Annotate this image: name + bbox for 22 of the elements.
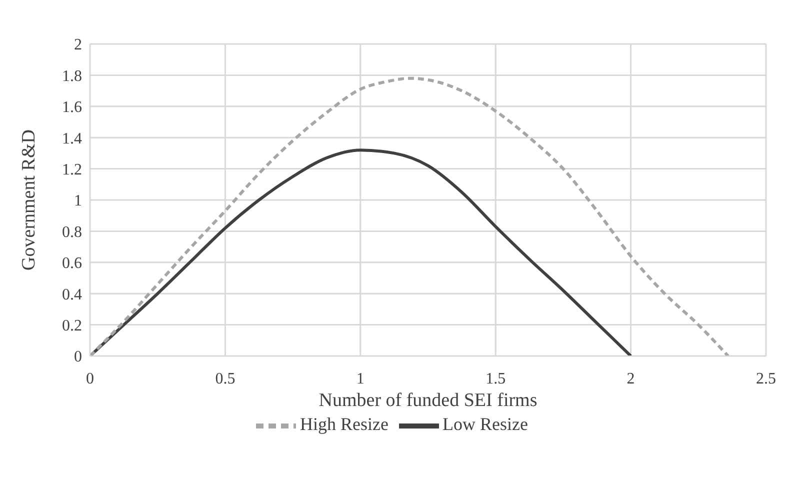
y-axis-title: Government R&D: [18, 130, 40, 270]
x-tick-label: 1: [356, 370, 364, 388]
x-tick-label: 0: [86, 370, 94, 388]
y-tick-label: 2: [74, 36, 82, 54]
y-tick-label: 1: [74, 192, 82, 210]
y-tick-label: 0.8: [62, 224, 82, 241]
y-tick-label: 1.6: [62, 99, 82, 116]
x-tick-label: 2: [626, 370, 635, 388]
y-tick-label: 1.4: [62, 130, 82, 148]
x-tick-label: 0.5: [215, 370, 236, 388]
x-tick-label: 1.5: [486, 370, 506, 388]
y-tick-label: 0.2: [62, 317, 82, 334]
line-series: [90, 76, 730, 356]
x-tick-label: 2.5: [756, 370, 776, 388]
y-tick-label: 1.2: [62, 161, 82, 178]
y-tick-label: 0.4: [62, 286, 82, 304]
y-tick-label: 1.8: [62, 68, 82, 85]
legend-label: Low Resize: [442, 414, 528, 434]
y-tick-label: 0: [74, 348, 82, 366]
legend-label: High Resize: [300, 414, 388, 434]
y-tick-label: 0.6: [62, 255, 82, 272]
x-axis-title: Number of funded SEI firms: [318, 390, 538, 411]
